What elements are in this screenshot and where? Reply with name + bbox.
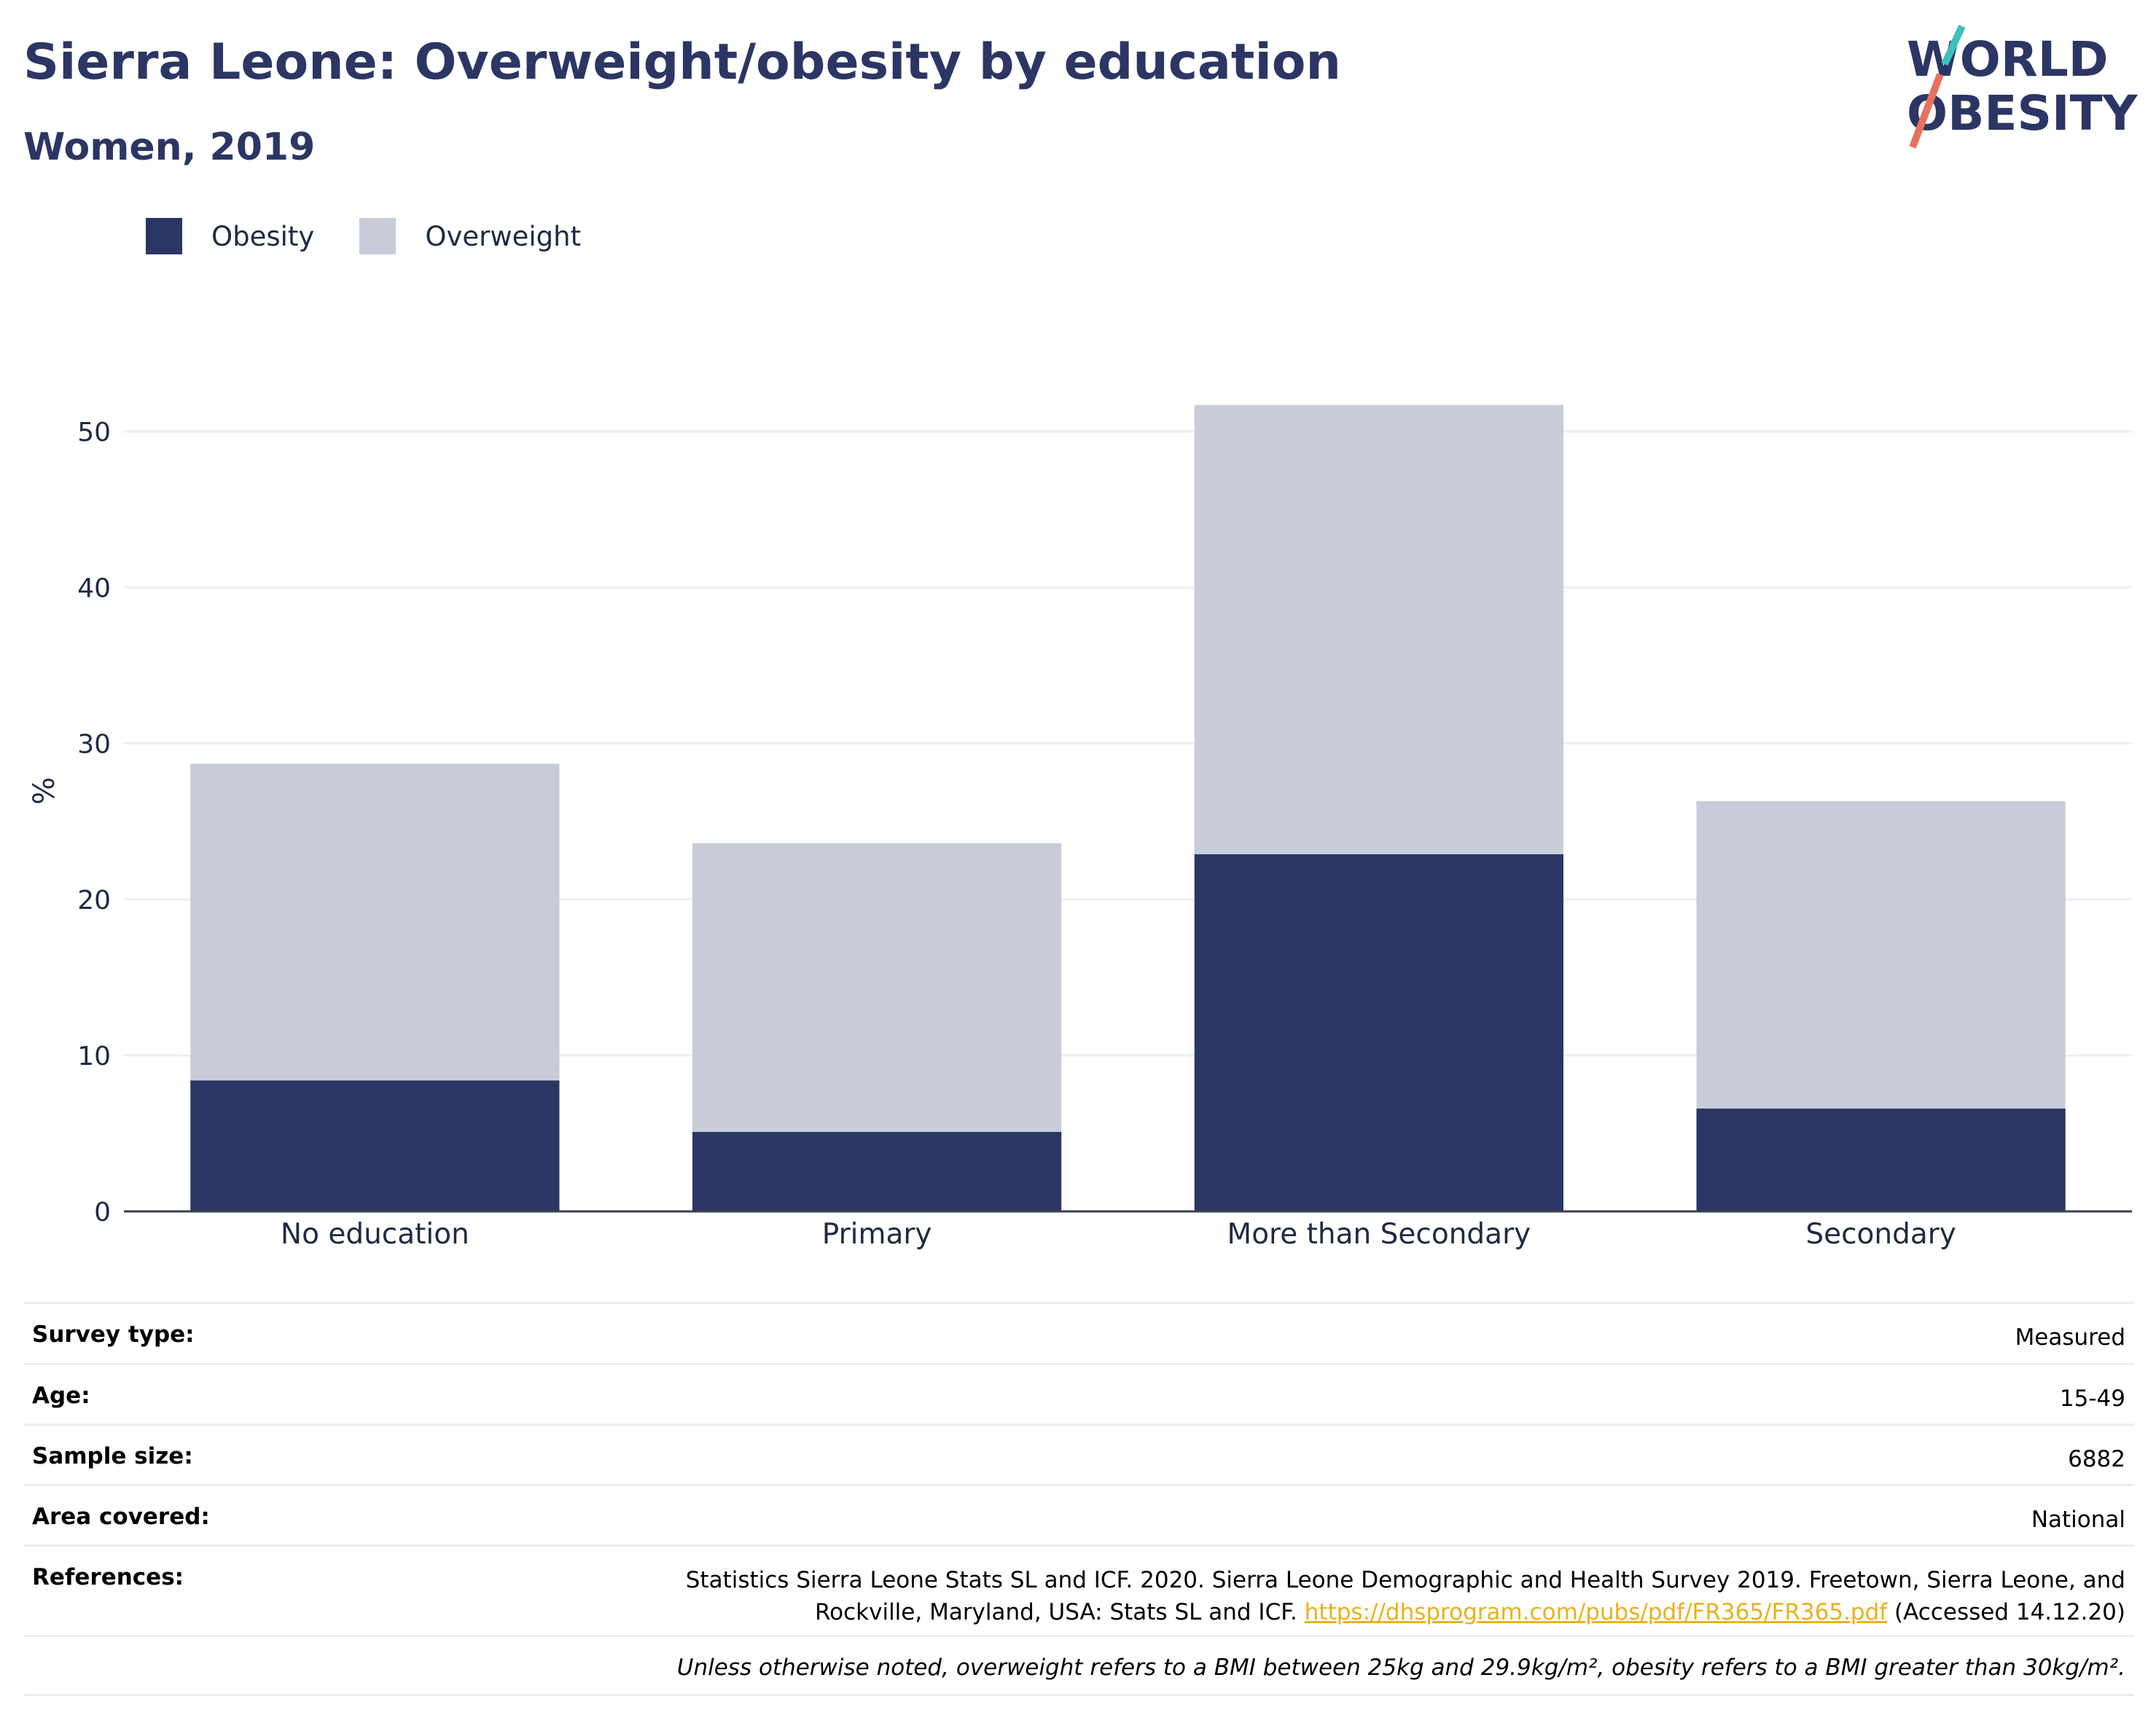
- x-axis-labels: No education Primary More than Secondary Se…: [281, 1218, 1956, 1251]
- info-row-sample-size: Sample size: 6882: [23, 1423, 2134, 1484]
- bar-overweight-no-education[interactable]: [190, 763, 560, 1081]
- y-tick-label-0: 0: [94, 1198, 111, 1227]
- bar-obesity-more-than-secondary[interactable]: [1194, 854, 1563, 1211]
- y-axis-ticks: 0 10 20 30 40 50: [77, 418, 111, 1227]
- info-value-age: 15-49: [2059, 1386, 2125, 1412]
- y-tick-label-30: 30: [77, 730, 111, 759]
- info-value-sample-size: 6882: [2068, 1446, 2125, 1472]
- bar-chart: 0 10 20 30 40 50 No education Primary More than…: [28, 405, 2132, 1251]
- info-row-survey-type: Survey type: Measured: [23, 1302, 2134, 1363]
- info-label-area-covered: Area covered:: [32, 1504, 210, 1530]
- info-value-survey-type: Measured: [2015, 1324, 2125, 1351]
- x-tick-label-primary: Primary: [822, 1218, 932, 1251]
- y-axis-title: %: [28, 777, 61, 805]
- y-tick-label-20: 20: [77, 886, 111, 915]
- bar-overweight-primary[interactable]: [692, 843, 1062, 1132]
- bar-overweight-secondary[interactable]: [1696, 801, 2066, 1109]
- world-obesity-logo: WORLD OBESITY: [1907, 24, 2139, 149]
- legend-item-overweight[interactable]: Overweight: [359, 218, 581, 254]
- bmi-definition-note: Unless otherwise noted, overweight refer…: [676, 1655, 2125, 1681]
- y-tick-label-50: 50: [77, 418, 111, 448]
- info-value-references: Statistics Sierra Leone Stats SL and ICF…: [686, 1564, 2125, 1628]
- reference-line2-prefix: Rockville, Maryland, USA: Stats SL and I…: [815, 1599, 1297, 1625]
- bar-obesity-secondary[interactable]: [1696, 1108, 2066, 1211]
- y-tick-label-10: 10: [77, 1042, 111, 1071]
- x-tick-label-secondary: Secondary: [1805, 1218, 1956, 1251]
- info-label-age: Age:: [32, 1383, 90, 1409]
- info-label-sample-size: Sample size:: [32, 1443, 193, 1469]
- bar-obesity-primary[interactable]: [692, 1131, 1062, 1211]
- logo-coral-slash: [1909, 73, 1944, 149]
- reference-link[interactable]: https://dhsprogram.com/pubs/pdf/FR365/FR…: [1304, 1599, 1888, 1625]
- info-label-survey-type: Survey type:: [32, 1321, 195, 1348]
- reference-line1: Statistics Sierra Leone Stats SL and ICF…: [685, 1567, 2125, 1593]
- info-row-note: Unless otherwise noted, overweight refer…: [23, 1635, 2134, 1696]
- legend-swatch-obesity: [146, 218, 182, 254]
- logo-teal-slash: [1941, 24, 1966, 66]
- survey-info-table: Survey type: Measured Age: 15-49 Sample …: [23, 1302, 2134, 1696]
- info-label-references: References:: [32, 1564, 184, 1590]
- chart-subtitle: Women, 2019: [23, 125, 316, 169]
- x-tick-label-no-education: No education: [281, 1218, 469, 1251]
- x-tick-label-more-than-secondary: More than Secondary: [1227, 1218, 1531, 1251]
- legend-label-obesity: Obesity: [211, 220, 315, 252]
- bar-obesity-no-education[interactable]: [190, 1080, 560, 1211]
- bar-overweight-more-than-secondary[interactable]: [1194, 405, 1563, 854]
- chart-title: Sierra Leone: Overweight/obesity by educ…: [23, 34, 1341, 91]
- info-value-area-covered: National: [2031, 1507, 2125, 1533]
- info-row-references: References: Statistics Sierra Leone Stat…: [23, 1544, 2134, 1635]
- y-tick-label-40: 40: [77, 574, 111, 604]
- legend-swatch-overweight: [359, 218, 397, 254]
- logo-line2: OBESITY: [1907, 85, 2139, 141]
- info-row-area-covered: Area covered: National: [23, 1484, 2134, 1544]
- info-row-age: Age: 15-49: [23, 1363, 2134, 1423]
- legend-label-overweight: Overweight: [425, 220, 582, 252]
- bars: [190, 405, 2066, 1211]
- legend-item-obesity[interactable]: Obesity: [146, 218, 314, 254]
- legend: Obesity Overweight: [146, 217, 626, 255]
- reference-accessed: (Accessed 14.12.20): [1894, 1599, 2125, 1625]
